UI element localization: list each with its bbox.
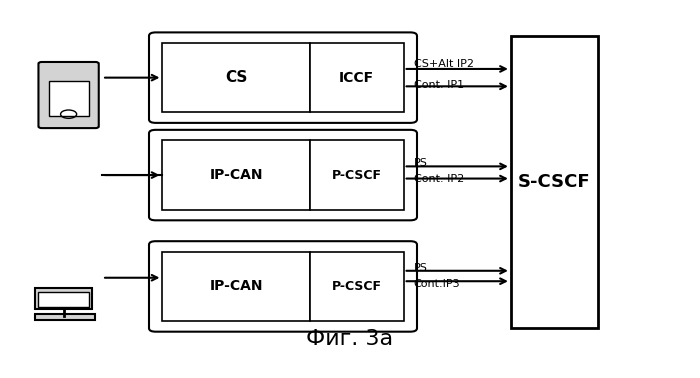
Text: P-CSCF: P-CSCF	[332, 169, 382, 181]
FancyBboxPatch shape	[149, 130, 417, 220]
Bar	[162, 140, 310, 210]
Bar	[48, 81, 89, 116]
Text: S-CSCF: S-CSCF	[518, 173, 591, 191]
Text: ICCF: ICCF	[339, 71, 375, 85]
FancyBboxPatch shape	[149, 33, 417, 123]
Text: IP-CAN: IP-CAN	[209, 279, 263, 293]
Text: Cont. IP2: Cont. IP2	[414, 174, 464, 184]
Bar	[35, 314, 95, 319]
Text: PS: PS	[414, 263, 428, 273]
Bar	[310, 252, 404, 321]
Bar	[162, 43, 310, 112]
Bar	[310, 43, 404, 112]
Bar	[35, 288, 92, 309]
Bar	[310, 140, 404, 210]
Text: PS: PS	[414, 158, 428, 168]
Text: Cont. IP1: Cont. IP1	[414, 80, 464, 90]
Text: IP-CAN: IP-CAN	[209, 168, 263, 182]
Bar	[38, 292, 89, 307]
Text: P-CSCF: P-CSCF	[332, 280, 382, 293]
FancyBboxPatch shape	[38, 62, 99, 128]
Text: CS: CS	[225, 70, 247, 85]
Text: Фиг. 3а: Фиг. 3а	[307, 329, 393, 349]
Bar	[511, 36, 598, 328]
Text: CS+Alt IP2: CS+Alt IP2	[414, 59, 474, 69]
FancyBboxPatch shape	[149, 241, 417, 332]
Bar	[162, 252, 310, 321]
Text: Cont.IP3: Cont.IP3	[414, 279, 461, 289]
